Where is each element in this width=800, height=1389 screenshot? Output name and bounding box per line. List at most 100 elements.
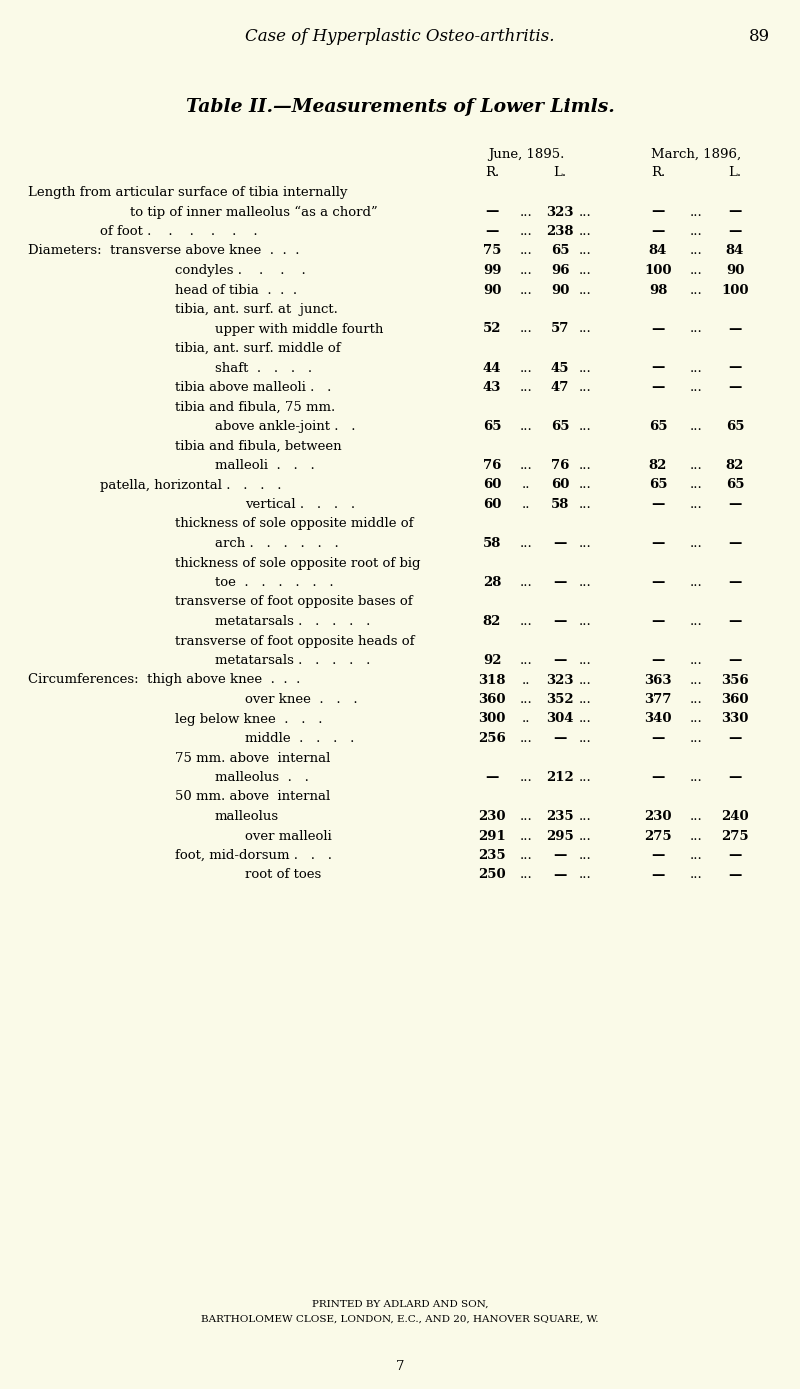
Text: ...: ... (690, 458, 703, 472)
Text: PRINTED BY ADLARD AND SON,: PRINTED BY ADLARD AND SON, (312, 1300, 488, 1308)
Text: 323: 323 (546, 674, 574, 686)
Text: 212: 212 (546, 771, 574, 783)
Text: 52: 52 (482, 322, 502, 336)
Text: 230: 230 (644, 810, 672, 824)
Text: —: — (651, 361, 665, 375)
Text: 57: 57 (551, 322, 569, 336)
Text: ...: ... (520, 225, 532, 238)
Text: thickness of sole opposite middle of: thickness of sole opposite middle of (175, 518, 414, 531)
Text: —: — (554, 615, 566, 628)
Text: tibia and fibula, 75 mm.: tibia and fibula, 75 mm. (175, 400, 335, 414)
Text: Diameters:  transverse above knee  .  .  .: Diameters: transverse above knee . . . (28, 244, 299, 257)
Text: ...: ... (520, 829, 532, 843)
Text: 82: 82 (483, 615, 501, 628)
Text: 235: 235 (546, 810, 574, 824)
Text: thickness of sole opposite root of big: thickness of sole opposite root of big (175, 557, 421, 569)
Text: —: — (651, 538, 665, 550)
Text: ...: ... (578, 849, 591, 863)
Text: 28: 28 (483, 576, 501, 589)
Text: 304: 304 (546, 713, 574, 725)
Text: ...: ... (690, 244, 703, 257)
Text: ...: ... (690, 615, 703, 628)
Text: 363: 363 (644, 674, 672, 686)
Text: ...: ... (578, 206, 591, 218)
Text: 240: 240 (721, 810, 749, 824)
Text: ...: ... (520, 381, 532, 394)
Text: ...: ... (690, 713, 703, 725)
Text: ...: ... (520, 283, 532, 296)
Text: ...: ... (578, 499, 591, 511)
Text: 98: 98 (649, 283, 667, 296)
Text: 47: 47 (551, 381, 569, 394)
Text: ...: ... (520, 849, 532, 863)
Text: ...: ... (578, 244, 591, 257)
Text: malleoli  .   .   .: malleoli . . . (215, 458, 314, 472)
Text: —: — (651, 381, 665, 394)
Text: metatarsals .   .   .   .   .: metatarsals . . . . . (215, 654, 370, 667)
Text: transverse of foot opposite heads of: transverse of foot opposite heads of (175, 635, 414, 647)
Text: above ankle-joint .   .: above ankle-joint . . (215, 419, 355, 433)
Text: —: — (554, 654, 566, 667)
Text: ...: ... (520, 538, 532, 550)
Text: ...: ... (520, 458, 532, 472)
Text: ...: ... (690, 206, 703, 218)
Text: —: — (486, 225, 498, 238)
Text: —: — (651, 868, 665, 882)
Text: ...: ... (520, 576, 532, 589)
Text: ...: ... (578, 361, 591, 375)
Text: 250: 250 (478, 868, 506, 882)
Text: ...: ... (578, 615, 591, 628)
Text: —: — (651, 576, 665, 589)
Text: transverse of foot opposite bases of: transverse of foot opposite bases of (175, 596, 413, 608)
Text: March, 1896,: March, 1896, (651, 149, 742, 161)
Text: 360: 360 (478, 693, 506, 706)
Text: 82: 82 (649, 458, 667, 472)
Text: 92: 92 (482, 654, 502, 667)
Text: —: — (554, 732, 566, 745)
Text: —: — (651, 771, 665, 783)
Text: —: — (728, 499, 742, 511)
Text: ...: ... (520, 810, 532, 824)
Text: vertical .   .   .   .: vertical . . . . (245, 499, 355, 511)
Text: 65: 65 (726, 478, 744, 492)
Text: —: — (554, 849, 566, 863)
Text: ..: .. (522, 674, 530, 686)
Text: 60: 60 (551, 478, 569, 492)
Text: ...: ... (690, 264, 703, 276)
Text: 50 mm. above  internal: 50 mm. above internal (175, 790, 330, 803)
Text: 356: 356 (721, 674, 749, 686)
Text: —: — (728, 576, 742, 589)
Text: tibia, ant. surf. at  junct.: tibia, ant. surf. at junct. (175, 303, 338, 317)
Text: root of toes: root of toes (245, 868, 322, 882)
Text: 256: 256 (478, 732, 506, 745)
Text: ...: ... (690, 419, 703, 433)
Text: ...: ... (690, 674, 703, 686)
Text: —: — (651, 654, 665, 667)
Text: ...: ... (578, 654, 591, 667)
Text: ...: ... (578, 732, 591, 745)
Text: ...: ... (520, 419, 532, 433)
Text: Circumferences:  thigh above knee  .  .  .: Circumferences: thigh above knee . . . (28, 674, 300, 686)
Text: —: — (651, 225, 665, 238)
Text: ...: ... (690, 732, 703, 745)
Text: 76: 76 (483, 458, 501, 472)
Text: 65: 65 (550, 244, 570, 257)
Text: ...: ... (690, 478, 703, 492)
Text: 44: 44 (482, 361, 502, 375)
Text: 360: 360 (722, 693, 749, 706)
Text: 96: 96 (550, 264, 570, 276)
Text: 100: 100 (722, 283, 749, 296)
Text: —: — (651, 732, 665, 745)
Text: 60: 60 (483, 499, 501, 511)
Text: R.: R. (651, 167, 665, 179)
Text: ...: ... (520, 654, 532, 667)
Text: June, 1895.: June, 1895. (488, 149, 564, 161)
Text: 230: 230 (478, 810, 506, 824)
Text: 275: 275 (721, 829, 749, 843)
Text: ...: ... (578, 576, 591, 589)
Text: 291: 291 (478, 829, 506, 843)
Text: ...: ... (578, 225, 591, 238)
Text: ...: ... (578, 458, 591, 472)
Text: 323: 323 (546, 206, 574, 218)
Text: 76: 76 (551, 458, 569, 472)
